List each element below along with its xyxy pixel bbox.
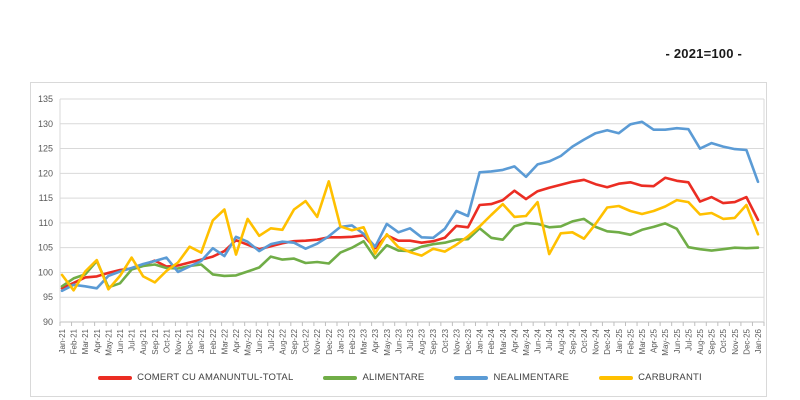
svg-text:Mar-25: Mar-25 [638,328,647,354]
svg-text:Apr-23: Apr-23 [371,328,380,353]
svg-text:Oct-25: Oct-25 [719,328,728,353]
legend-label-alimentare: ALIMENTARE [362,372,425,383]
svg-text:Jun-23: Jun-23 [394,328,403,353]
svg-text:Feb-22: Feb-22 [209,328,218,354]
svg-text:Jul-25: Jul-25 [684,328,693,350]
svg-text:110: 110 [39,218,53,228]
svg-text:Jan-21: Jan-21 [58,328,67,353]
svg-text:Nov-22: Nov-22 [313,328,322,354]
svg-text:May-24: May-24 [522,328,531,355]
svg-text:Mar-24: Mar-24 [499,328,508,354]
svg-text:Jul-24: Jul-24 [545,328,554,350]
svg-text:Oct-21: Oct-21 [162,328,171,353]
svg-text:Dec-25: Dec-25 [742,328,751,354]
svg-text:Jan-24: Jan-24 [476,328,485,353]
svg-text:Jul-21: Jul-21 [128,328,137,350]
y-gridlines [60,98,764,323]
chart-legend: COMERT CU AMANUNTUL-TOTAL ALIMENTARE NEA… [0,372,800,383]
svg-text:Aug-23: Aug-23 [418,328,427,354]
svg-text:Jun-22: Jun-22 [255,328,264,353]
series-line-carburanti [60,180,760,292]
svg-text:130: 130 [38,119,53,129]
svg-text:Aug-22: Aug-22 [278,328,287,354]
legend-swatch-total [98,375,133,380]
svg-text:Mar-22: Mar-22 [220,328,229,354]
svg-text:Mar-21: Mar-21 [81,328,90,354]
legend-item-total: COMERT CU AMANUNTUL-TOTAL [98,372,293,383]
svg-text:Aug-21: Aug-21 [139,328,148,354]
svg-text:Sep-21: Sep-21 [151,328,160,354]
svg-text:Apr-22: Apr-22 [232,328,241,353]
svg-text:100: 100 [38,267,53,277]
svg-text:May-25: May-25 [661,328,670,355]
legend-item-nealimentare: NEALIMENTARE [454,372,569,383]
legend-label-carburanti: CARBURANTI [638,372,702,383]
svg-text:120: 120 [38,168,53,178]
legend-item-alimentare: ALIMENTARE [323,372,424,383]
svg-text:Jan-23: Jan-23 [336,328,345,353]
svg-text:115: 115 [39,193,53,203]
svg-text:Nov-25: Nov-25 [731,328,740,354]
svg-text:90: 90 [43,317,53,327]
svg-text:May-23: May-23 [383,328,392,355]
index-base-annotation: - 2021=100 - [665,46,742,61]
svg-text:Oct-24: Oct-24 [580,328,589,353]
svg-text:Sep-24: Sep-24 [568,328,577,354]
svg-text:Feb-23: Feb-23 [348,328,357,354]
svg-text:Nov-23: Nov-23 [452,328,461,354]
legend-label-nealimentare: NEALIMENTARE [493,372,570,383]
svg-text:Oct-23: Oct-23 [441,328,450,353]
svg-text:Apr-21: Apr-21 [93,328,102,353]
legend-label-total: COMERT CU AMANUNTUL-TOTAL [137,372,294,383]
svg-text:Jun-25: Jun-25 [673,328,682,353]
svg-text:Sep-23: Sep-23 [429,328,438,354]
svg-text:Nov-24: Nov-24 [592,328,601,354]
svg-text:Dec-21: Dec-21 [186,328,195,354]
legend-item-carburanti: CARBURANTI [599,372,702,383]
svg-text:May-21: May-21 [104,328,113,355]
svg-text:Aug-25: Aug-25 [696,328,705,354]
legend-swatch-carburanti [599,375,634,380]
svg-text:Oct-22: Oct-22 [302,328,311,353]
svg-text:Aug-24: Aug-24 [557,328,566,354]
svg-text:Jun-24: Jun-24 [534,328,543,353]
svg-text:95: 95 [43,292,53,302]
legend-swatch-alimentare [323,375,358,380]
svg-text:Apr-24: Apr-24 [510,328,519,353]
svg-text:125: 125 [38,144,53,154]
svg-text:Sep-22: Sep-22 [290,328,299,354]
svg-text:Jan-26: Jan-26 [754,328,763,353]
x-axis-labels: Jan-21 Feb-21 Mar-21 Apr-21 May-21 Jun-21 Jul-… [58,328,763,355]
svg-text:Dec-23: Dec-23 [464,328,473,354]
svg-text:Apr-25: Apr-25 [650,328,659,353]
svg-text:Dec-22: Dec-22 [325,328,334,354]
svg-text:Jun-21: Jun-21 [116,328,125,353]
series-line-nealimentare [60,120,760,293]
svg-text:Nov-21: Nov-21 [174,328,183,354]
svg-text:Jan-25: Jan-25 [615,328,624,353]
legend-swatch-nealimentare [454,375,489,380]
svg-text:Feb-21: Feb-21 [70,328,79,354]
svg-text:May-22: May-22 [244,328,253,355]
svg-text:Jul-22: Jul-22 [267,328,276,350]
svg-text:Sep-25: Sep-25 [708,328,717,354]
svg-text:Mar-23: Mar-23 [360,328,369,354]
svg-text:135: 135 [38,94,53,104]
svg-text:Feb-24: Feb-24 [487,328,496,354]
y-axis-labels: 90 95 100 105 110 115 120 125 130 135 [38,94,53,327]
svg-text:Dec-24: Dec-24 [603,328,612,354]
svg-text:Jan-22: Jan-22 [197,328,206,353]
series-line-comert-cu-amanuntul-total [60,176,760,290]
svg-text:Feb-25: Feb-25 [626,328,635,354]
x-axis-ticks [59,322,765,326]
svg-text:Jul-23: Jul-23 [406,328,415,350]
svg-text:105: 105 [38,243,53,253]
